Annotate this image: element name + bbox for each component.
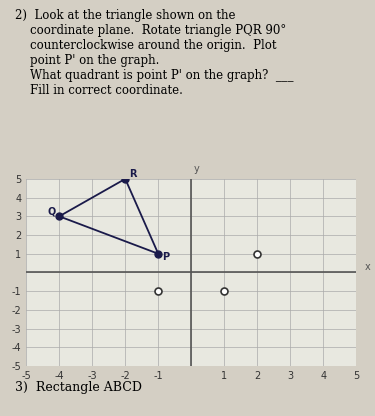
Text: R: R <box>129 169 137 179</box>
Text: P: P <box>162 253 170 262</box>
Text: 2)  Look at the triangle shown on the
    coordinate plane.  Rotate triangle PQR: 2) Look at the triangle shown on the coo… <box>15 9 294 97</box>
Text: 3)  Rectangle ABCD: 3) Rectangle ABCD <box>15 381 142 394</box>
Text: y: y <box>194 164 199 174</box>
Text: Q: Q <box>48 206 56 216</box>
Text: x: x <box>365 262 370 272</box>
